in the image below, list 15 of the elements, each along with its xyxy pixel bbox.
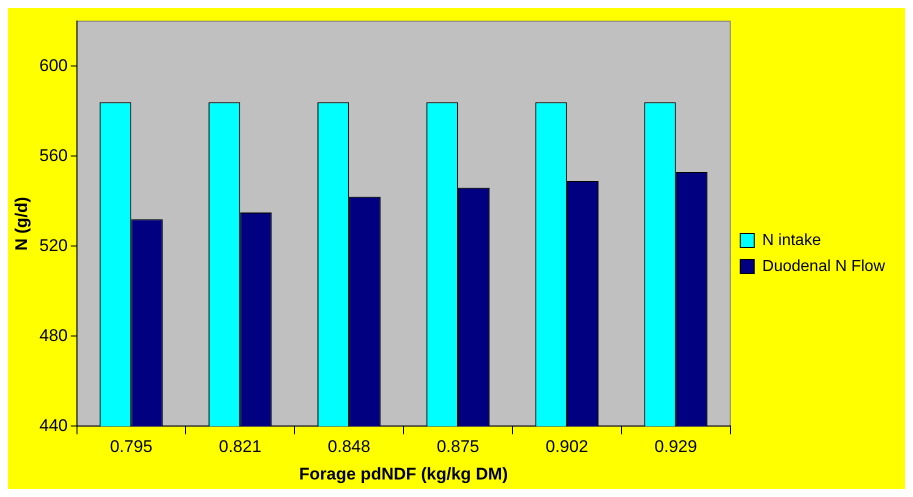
x-tick-label: 0.902 <box>546 437 588 456</box>
y-tick-label: 560 <box>39 146 68 165</box>
x-tick-label: 0.848 <box>328 437 370 456</box>
y-tick-label: 480 <box>39 326 68 345</box>
legend-label: Duodenal N Flow <box>762 258 886 275</box>
y-axis-title: N (g/d) <box>12 196 31 251</box>
x-tick-label: 0.821 <box>218 437 262 456</box>
y-tick-label: 600 <box>39 56 68 75</box>
y-tick-label: 440 <box>39 416 68 435</box>
x-tick-label: 0.929 <box>654 437 698 456</box>
x-tick-label: 0.875 <box>436 437 480 456</box>
legend-label: N intake <box>762 232 822 249</box>
y-tick-label: 520 <box>39 236 68 255</box>
x-axis-title: Forage pdNDF (kg/kg DM) <box>299 464 508 484</box>
x-tick-label: 0.795 <box>110 437 152 456</box>
